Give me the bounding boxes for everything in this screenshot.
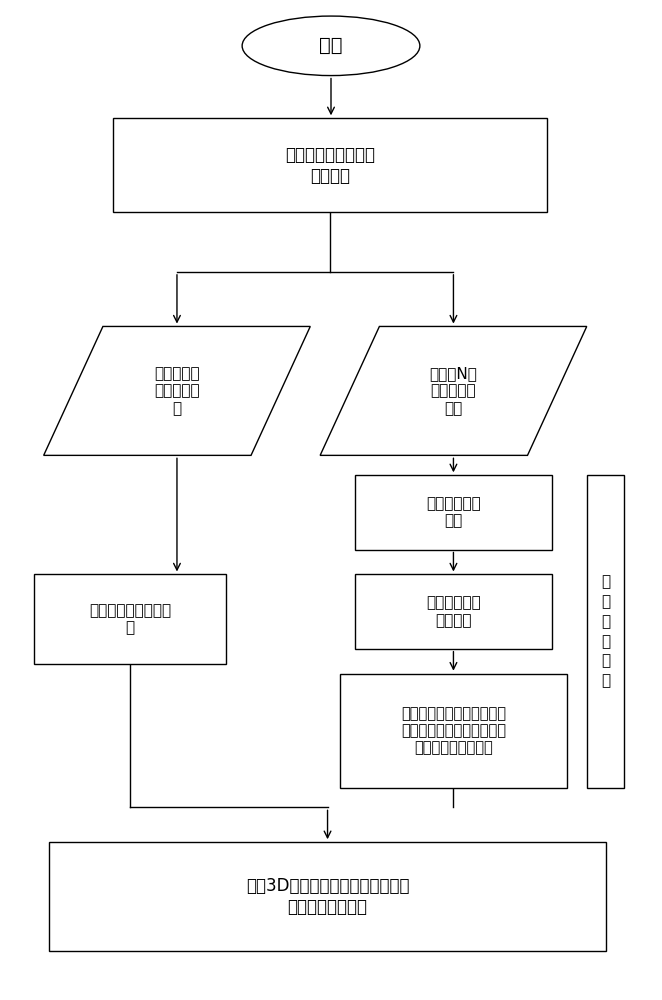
Polygon shape	[320, 326, 587, 455]
Text: 加载偏差标定
文件: 加载偏差标定 文件	[426, 496, 481, 529]
Ellipse shape	[242, 16, 420, 76]
Text: 加载第一振
镜的标定文
件: 加载第一振 镜的标定文 件	[154, 366, 200, 416]
Text: 打
印
路
径
标
定: 打 印 路 径 标 定	[601, 574, 610, 688]
Text: 开始: 开始	[319, 36, 343, 55]
Bar	[340, 674, 567, 788]
Text: 根据偏差标定文件对预设打
印路径向量进行预处理，得
出实际打印路径向量: 根据偏差标定文件对预设打 印路径向量进行预处理，得 出实际打印路径向量	[401, 706, 506, 755]
Bar	[355, 475, 552, 550]
Bar	[34, 574, 226, 664]
Text: 加载第N个
振镜的标定
文件: 加载第N个 振镜的标定 文件	[430, 366, 477, 416]
Text: 输入预设打印
路径向量: 输入预设打印 路径向量	[426, 595, 481, 628]
Text: 开始3D打印，所有振镜同时扫描，
直至零件打印完成: 开始3D打印，所有振镜同时扫描， 直至零件打印完成	[246, 877, 409, 916]
Text: 打开控制所有振镜的
控制软件: 打开控制所有振镜的 控制软件	[285, 146, 375, 185]
Bar	[355, 574, 552, 649]
Bar	[48, 842, 606, 951]
Bar	[113, 118, 547, 212]
Text: 输入预设打印路径向
量: 输入预设打印路径向 量	[89, 603, 171, 635]
Bar	[587, 475, 624, 788]
Polygon shape	[44, 326, 310, 455]
